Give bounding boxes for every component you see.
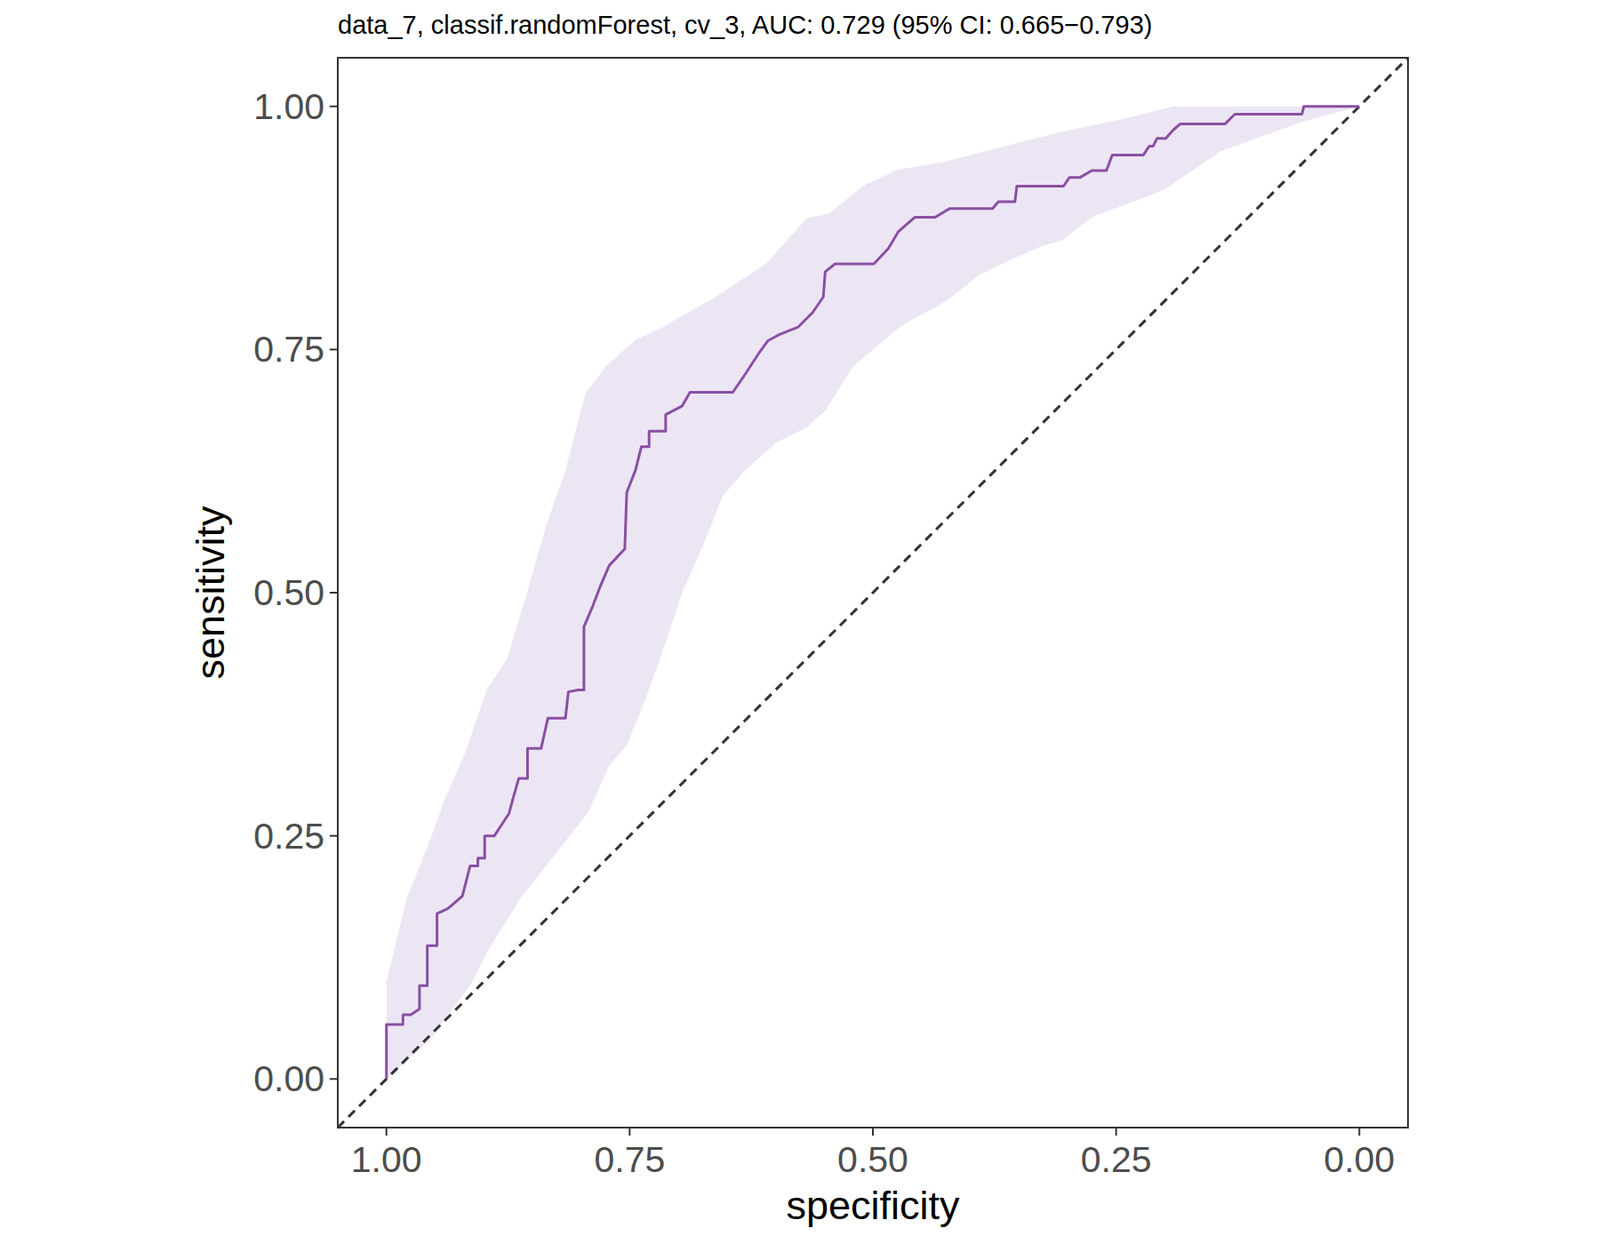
x-tick-label: 1.00 [351, 1139, 423, 1181]
x-tick-label: 0.00 [1323, 1139, 1395, 1181]
x-tick [872, 1128, 874, 1136]
x-tick [1115, 1128, 1118, 1136]
y-axis-label: sensitivity [187, 505, 233, 680]
plot-area [337, 57, 1408, 1128]
y-tick [329, 592, 338, 594]
y-tick-label: 0.50 [253, 572, 325, 614]
roc-curve [386, 106, 1360, 1080]
x-tick-label: 0.50 [837, 1139, 909, 1181]
y-tick-label: 0.25 [253, 816, 325, 857]
y-tick [329, 105, 338, 108]
x-tick [628, 1128, 631, 1136]
y-tick-label: 0.75 [253, 328, 325, 370]
y-tick [329, 348, 338, 351]
x-tick [1358, 1128, 1360, 1136]
x-axis-label: specificity [785, 1183, 960, 1229]
y-tick-label: 0.00 [253, 1058, 325, 1100]
x-tick [385, 1128, 388, 1136]
title: data_7, classif.randomForest, cv_3, AUC:… [337, 10, 1152, 40]
y-tick [329, 835, 338, 838]
x-tick-label: 0.75 [593, 1139, 665, 1181]
chart: 1.00 0.75 0.50 0.25 0.00 0.00 0.25 0.50 0.75 1.00… [0, 0, 1600, 1244]
x-tick-label: 0.25 [1080, 1139, 1152, 1181]
y-tick-label: 1.00 [253, 86, 325, 128]
reference-line [337, 57, 1408, 1128]
plot-frame [337, 57, 1408, 1128]
y-tick [329, 1078, 338, 1080]
